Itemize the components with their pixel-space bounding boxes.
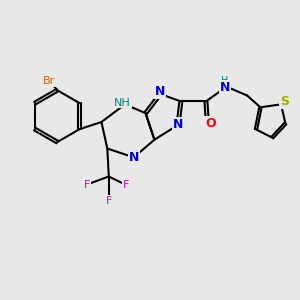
Text: F: F <box>83 180 90 190</box>
Text: N: N <box>220 81 230 94</box>
Text: N: N <box>155 85 166 98</box>
Text: O: O <box>205 117 216 130</box>
Text: H: H <box>221 76 229 86</box>
Text: N: N <box>129 151 139 164</box>
Text: F: F <box>106 196 112 206</box>
Text: S: S <box>280 95 289 108</box>
Text: F: F <box>123 180 130 190</box>
Text: Br: Br <box>43 76 55 86</box>
Text: N: N <box>173 118 183 131</box>
Text: NH: NH <box>114 98 131 108</box>
